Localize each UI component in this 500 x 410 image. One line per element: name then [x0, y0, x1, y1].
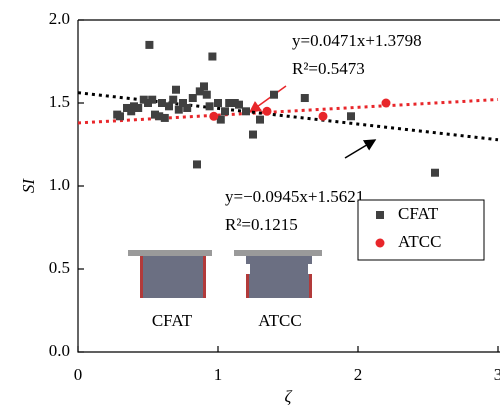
data-point [165, 102, 173, 111]
data-point [256, 115, 264, 124]
specimen-illustrations [128, 250, 322, 298]
data-point [230, 99, 239, 107]
y-tick-label: 1.5 [49, 92, 70, 111]
fit-equation: y=0.0471x+1.3798 [292, 31, 422, 50]
data-point [139, 95, 148, 104]
y-tick-label: 0.5 [49, 258, 70, 277]
legend-label: CFAT [398, 204, 439, 223]
data-point [116, 112, 124, 121]
data-point [347, 112, 355, 121]
data-point [144, 99, 152, 107]
y-tick-label: 2.0 [49, 9, 70, 28]
data-point [169, 95, 178, 104]
data-point [208, 52, 217, 61]
annotation-arrow [248, 85, 287, 113]
data-point [381, 98, 391, 108]
data-point [174, 105, 183, 114]
annotation-arrow [344, 139, 377, 159]
data-point [202, 90, 211, 99]
data-point [200, 82, 208, 91]
data-point [148, 95, 157, 104]
x-tick-label: 0 [74, 365, 83, 384]
data-point [123, 103, 131, 112]
fit-line [77, 97, 499, 125]
specimen-label: ATCC [258, 311, 301, 330]
data-point [300, 94, 309, 103]
data-point [249, 130, 257, 139]
data-point [221, 107, 229, 116]
data-point [151, 110, 159, 119]
y-tick-label: 0.0 [49, 341, 70, 360]
data-point [127, 107, 136, 116]
data-point [145, 40, 154, 49]
data-point [134, 103, 143, 112]
data-point [262, 106, 272, 116]
y-axis-label: SI [19, 178, 38, 194]
data-point [216, 115, 225, 124]
data-point [179, 99, 187, 107]
data-point [209, 111, 219, 121]
legend-marker [376, 211, 384, 219]
data-point [318, 111, 328, 121]
legend-marker [375, 238, 385, 248]
specimen-label: CFAT [152, 311, 193, 330]
x-tick-label: 2 [354, 365, 363, 384]
fit-r2: R²=0.5473 [292, 59, 365, 78]
data-point [130, 102, 138, 111]
legend-label: ATCC [398, 232, 441, 251]
data-point [431, 168, 439, 177]
x-tick-label: 1 [214, 365, 223, 384]
data-point [270, 90, 278, 99]
data-point [235, 100, 243, 109]
data-point [225, 99, 234, 107]
data-point [214, 99, 222, 107]
data-point [158, 99, 166, 107]
data-point [205, 102, 214, 111]
fit-r2: R²=0.1215 [225, 215, 298, 234]
x-tick-label: 3 [494, 365, 500, 384]
data-point [188, 94, 197, 103]
data-point [160, 113, 169, 122]
data-point [172, 85, 180, 94]
fit-equation: y=−0.0945x+1.5621 [225, 187, 364, 206]
y-tick-label: 1.0 [49, 175, 70, 194]
data-point [183, 103, 192, 112]
data-point [193, 160, 201, 169]
x-axis-label: ζ [285, 387, 293, 406]
data-point [195, 87, 204, 96]
legend-box [357, 199, 485, 261]
data-point [242, 107, 250, 116]
data-point [155, 112, 164, 121]
